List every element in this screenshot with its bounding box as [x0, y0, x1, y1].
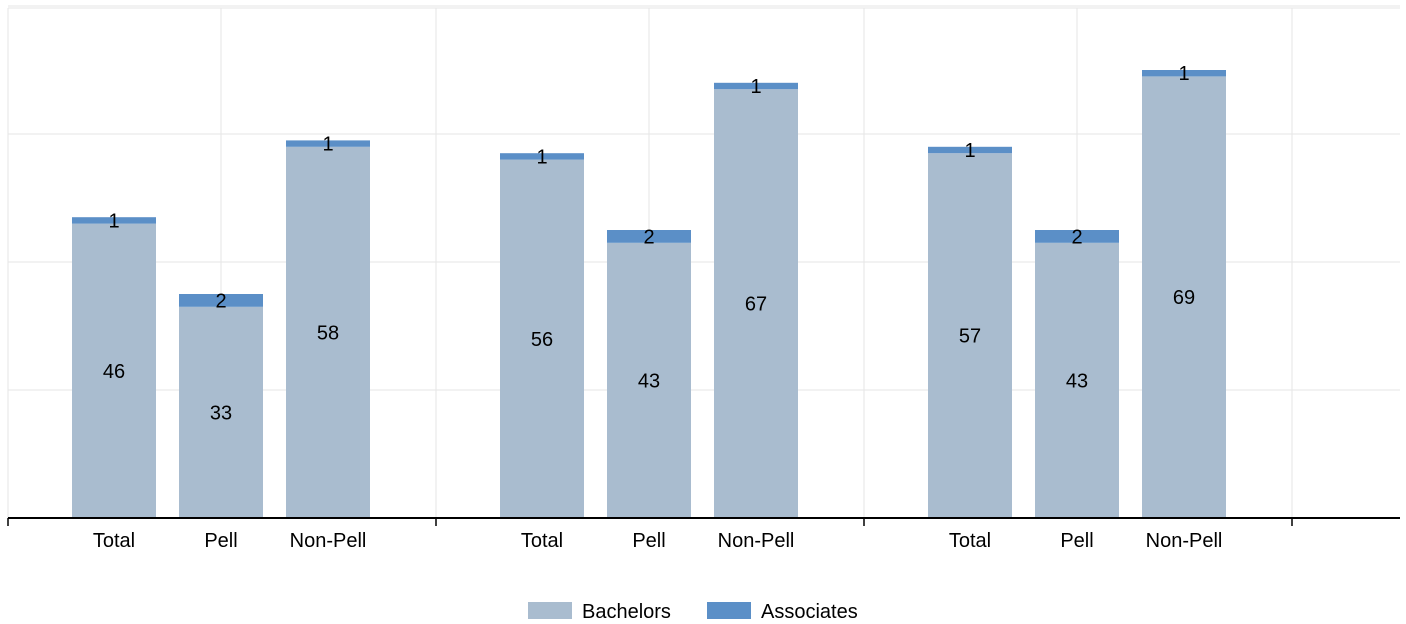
x-tick-label: Non-Pell — [718, 530, 795, 552]
gridlines — [7, 5, 1400, 518]
bar-bachelors — [1035, 242, 1119, 519]
x-tick-label: Non-Pell — [1146, 530, 1223, 552]
legend-label: Associates — [761, 601, 858, 623]
data-label-associates: 1 — [964, 140, 975, 162]
data-label-bachelors: 46 — [103, 361, 125, 383]
bar-associates — [1035, 230, 1119, 243]
data-label-associates: 1 — [108, 210, 119, 232]
x-tick-label: Pell — [632, 530, 665, 552]
x-tick-label: Pell — [1060, 530, 1093, 552]
x-tick-label: Total — [949, 530, 991, 552]
bar-associates — [607, 230, 691, 243]
data-label-associates: 2 — [1071, 226, 1082, 248]
bar-bachelors — [928, 153, 1012, 518]
bar-associates — [928, 146, 1012, 154]
data-label-associates: 2 — [215, 290, 226, 312]
bar-bachelors — [1142, 76, 1226, 519]
bar-bachelors — [714, 89, 798, 518]
bar-associates — [500, 153, 584, 160]
bar-bachelors — [72, 223, 156, 518]
data-label-bachelors: 43 — [1066, 370, 1088, 392]
data-label-bachelors: 57 — [959, 326, 981, 348]
data-label-associates: 1 — [750, 76, 761, 98]
data-label-bachelors: 58 — [317, 322, 339, 344]
x-tick-label: Non-Pell — [290, 530, 367, 552]
data-label-bachelors: 43 — [638, 370, 660, 392]
x-tick-label: Total — [93, 530, 135, 552]
data-label-associates: 1 — [1178, 63, 1189, 85]
bar-bachelors — [500, 159, 584, 518]
bar-bachelors — [286, 146, 370, 519]
x-tick-label: Total — [521, 530, 563, 552]
bar-associates — [714, 82, 798, 90]
data-label-bachelors: 56 — [531, 329, 553, 351]
legend-swatch — [707, 602, 751, 619]
legend-label: Bachelors — [582, 601, 671, 623]
bars: 46 1 33 2 58 1 56 1 43 2 67 1 57 1 43 2 69 1 — [72, 63, 1226, 519]
bar-associates — [286, 140, 370, 147]
bar-associates — [179, 294, 263, 307]
bar-bachelors — [179, 306, 263, 518]
data-label-associates: 2 — [643, 226, 654, 248]
data-label-associates: 1 — [322, 134, 333, 156]
x-axis: Total Pell Non-Pell Total Pell Non-Pell Total P… — [7, 517, 1400, 552]
data-label-bachelors: 69 — [1173, 287, 1195, 309]
data-label-bachelors: 33 — [210, 402, 232, 424]
data-label-associates: 1 — [536, 146, 547, 168]
bar-bachelors — [607, 242, 691, 519]
legend-swatch — [528, 602, 572, 619]
x-tick-label: Pell — [204, 530, 237, 552]
bar-associates — [72, 217, 156, 224]
data-label-bachelors: 67 — [745, 294, 767, 316]
legend: Bachelors Associates — [528, 601, 858, 623]
bar-associates — [1142, 70, 1226, 77]
